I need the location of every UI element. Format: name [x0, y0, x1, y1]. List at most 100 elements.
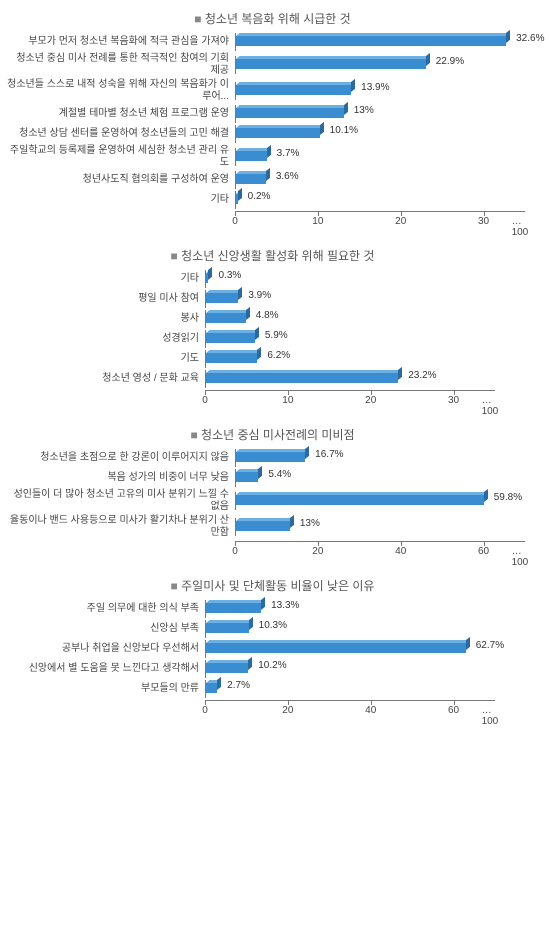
- bar-cell: 59.8%: [235, 492, 525, 510]
- row-label: 주일학교의 등록제를 운영하여 세심한 청소년 관리 유도: [5, 145, 235, 169]
- bar-cell: 13%: [235, 518, 525, 536]
- bar-cell: 4.8%: [205, 310, 495, 328]
- chart-row: 청소년들 스스로 내적 성숙을 위해 자신의 복음화가 이루어...13.9%: [5, 79, 540, 103]
- axis-line: 0204060 … 100: [205, 700, 495, 718]
- chart-row: 청소년 영성 / 문화 교육23.2%: [5, 370, 540, 388]
- tick-label: 60: [448, 705, 459, 716]
- bar-cell: 3.6%: [235, 171, 525, 189]
- chart-row: 공부나 취업을 신앙보다 우선해서62.7%: [5, 640, 540, 658]
- bar-cell: 3.7%: [235, 148, 525, 166]
- bar-cell: 32.6%: [235, 33, 525, 51]
- axis-suffix: … 100: [482, 395, 499, 417]
- row-label: 신앙심 부족: [5, 623, 205, 635]
- chart-block: 청소년 중심 미사전례의 미비점청소년을 초점으로 한 강론이 이루어지지 않음…: [5, 426, 540, 559]
- tick-label: 20: [312, 546, 323, 557]
- row-label: 기도: [5, 353, 205, 365]
- chart-row: 청소년 중심 미사 전례를 통한 적극적인 참여의 기회 제공22.9%: [5, 53, 540, 77]
- row-label: 평일 미사 참여: [5, 293, 205, 305]
- tick-label: 40: [395, 546, 406, 557]
- tick-label: 20: [395, 216, 406, 227]
- tick-label: 40: [365, 705, 376, 716]
- chart-row: 청소년을 초점으로 한 강론이 이루어지지 않음16.7%: [5, 449, 540, 467]
- chart-block: 청소년 신앙생활 활성화 위해 필요한 것기타0.3%평일 미사 참여3.9%봉…: [5, 247, 540, 408]
- bar-value: 62.7%: [476, 640, 504, 651]
- tick-label: 10: [282, 395, 293, 406]
- chart-row: 봉사 4.8%: [5, 310, 540, 328]
- tick-label: 30: [448, 395, 459, 406]
- charts-root: 청소년 복음화 위해 시급한 것부모가 먼저 청소년 복음화에 적극 관심을 가…: [5, 10, 540, 718]
- bar-value: 5.9%: [265, 330, 288, 341]
- x-axis: 0204060 … 100: [5, 700, 540, 718]
- bar: [206, 683, 217, 693]
- bar: [236, 495, 484, 505]
- row-label: 봉사: [5, 313, 205, 325]
- bar-cell: 2.7%: [205, 680, 495, 698]
- row-label: 청년사도직 협의회를 구성하여 운영: [5, 174, 235, 186]
- row-label: 성인들이 더 많아 청소년 고유의 미사 분위기 느낄 수 없음: [5, 489, 235, 513]
- bar-cell: 13%: [235, 105, 525, 123]
- row-label: 복음 성가의 비중이 너무 낮음: [5, 472, 235, 484]
- bar-value: 4.8%: [256, 310, 279, 321]
- row-label: 주일 의무에 대한 의식 부족: [5, 603, 205, 615]
- bar: [206, 313, 246, 323]
- chart-row: 기타0.3%: [5, 270, 540, 288]
- bar-value: 6.2%: [267, 350, 290, 361]
- tick-label: 20: [365, 395, 376, 406]
- chart-title: 청소년 신앙생활 활성화 위해 필요한 것: [5, 247, 540, 264]
- bar: [206, 643, 466, 653]
- x-axis: 0102030 … 100: [5, 211, 540, 229]
- bar-cell: 5.9%: [205, 330, 495, 348]
- chart-row: 기타0.2%: [5, 191, 540, 209]
- bar-value: 10.3%: [259, 620, 287, 631]
- bar: [206, 333, 255, 343]
- bar-cell: 62.7%: [205, 640, 495, 658]
- bar-value: 3.7%: [277, 148, 300, 159]
- bar-cell: 6.2%: [205, 350, 495, 368]
- tick-label: 20: [282, 705, 293, 716]
- bar-value: 2.7%: [227, 680, 250, 691]
- chart-block: 주일미사 및 단체활동 비율이 낮은 이유주일 의무에 대한 의식 부족13.3…: [5, 577, 540, 718]
- axis-line: 0204060 … 100: [235, 541, 525, 559]
- x-axis: 0102030 … 100: [5, 390, 540, 408]
- bar-value: 3.6%: [276, 171, 299, 182]
- bar: [236, 194, 238, 204]
- bar: [236, 472, 258, 482]
- bar: [206, 373, 398, 383]
- bar-value: 10.2%: [258, 660, 286, 671]
- bar-value: 5.4%: [268, 469, 291, 480]
- chart-row: 기도 6.2%: [5, 350, 540, 368]
- axis-suffix: … 100: [512, 546, 529, 568]
- bar-cell: 5.4%: [235, 469, 525, 487]
- row-label: 신앙에서 별 도움을 못 느낀다고 생각해서: [5, 663, 205, 675]
- bar-cell: 23.2%: [205, 370, 495, 388]
- bar-cell: 3.9%: [205, 290, 495, 308]
- axis-suffix: … 100: [512, 216, 529, 238]
- bar-cell: 13.9%: [235, 82, 525, 100]
- chart-row: 평일 미사 참여3.9%: [5, 290, 540, 308]
- bar: [236, 128, 320, 138]
- tick-label: 60: [478, 546, 489, 557]
- chart-row: 성경읽기5.9%: [5, 330, 540, 348]
- chart-title: 청소년 중심 미사전례의 미비점: [5, 426, 540, 443]
- row-label: 계절별 테마별 청소년 체험 프로그램 운영: [5, 108, 235, 120]
- bar: [206, 293, 238, 303]
- bar-value: 22.9%: [436, 56, 464, 67]
- axis-line: 0102030 … 100: [205, 390, 495, 408]
- bar: [206, 663, 248, 673]
- chart-row: 신앙에서 별 도움을 못 느낀다고 생각해서 10.2%: [5, 660, 540, 678]
- bar-cell: 0.2%: [235, 191, 525, 209]
- bar-value: 13.3%: [271, 600, 299, 611]
- tick-label: 0: [202, 395, 208, 406]
- chart-row: 계절별 테마별 청소년 체험 프로그램 운영13%: [5, 105, 540, 123]
- bar-value: 0.3%: [218, 270, 241, 281]
- bar-cell: 10.3%: [205, 620, 495, 638]
- bar-cell: 0.3%: [205, 270, 495, 288]
- chart-row: 성인들이 더 많아 청소년 고유의 미사 분위기 느낄 수 없음 59.8%: [5, 489, 540, 513]
- bar-cell: 10.2%: [205, 660, 495, 678]
- bar-value: 0.2%: [248, 191, 271, 202]
- axis-line: 0102030 … 100: [235, 211, 525, 229]
- bar: [236, 36, 506, 46]
- bar-value: 59.8%: [494, 492, 522, 503]
- row-label: 부모가 먼저 청소년 복음화에 적극 관심을 가져야: [5, 36, 235, 48]
- bar-value: 32.6%: [516, 33, 544, 44]
